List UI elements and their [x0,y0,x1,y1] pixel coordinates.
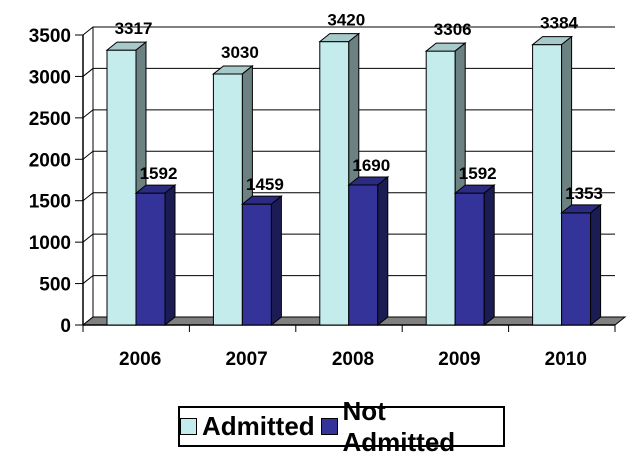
data-label-admitted: 3030 [221,43,259,62]
data-label-admitted: 3306 [434,20,472,39]
chart-container: 0 500 1000 1500 2000 2500 3000 3500 3317 1592 2006… [29,11,627,457]
data-label-admitted: 3317 [115,19,153,38]
gridline [82,26,615,36]
bar-chart: 0 500 1000 1500 2000 2500 3000 3500 3317 1592 2006… [29,11,627,370]
data-label-not-admitted: 1459 [246,175,284,194]
x-category-label: 2010 [545,349,587,370]
chart-legend: Admitted Not Admitted [178,396,505,457]
bar-not-admitted-side [590,203,602,327]
legend-swatch-admitted [180,418,197,435]
bar-not-admitted-front [241,203,272,326]
data-label-not-admitted: 1353 [565,184,603,203]
bar-not-admitted-side [164,184,176,327]
legend-label-admitted: Admitted [202,411,315,441]
x-category-label: 2007 [225,349,267,370]
bar-not-admitted-side [483,184,495,327]
legend-label-not-admitted: Not Admitted [342,395,456,457]
x-category-label: 2006 [119,349,161,370]
bar-not-admitted-front [135,192,166,326]
y-tick-label: 3500 [29,26,71,47]
y-tick-label: 1000 [29,233,71,254]
bar-not-admitted-front [348,184,379,326]
legend-swatch-not-admitted [320,418,338,435]
data-label-admitted: 3420 [327,11,365,30]
data-label-not-admitted: 1592 [459,164,497,183]
x-category-label: 2008 [332,349,374,370]
bar-admitted-front [532,44,563,326]
bar-not-admitted-front [454,192,485,326]
bar-admitted-front [319,41,350,326]
legend-item-admitted: Admitted [180,411,315,442]
y-tick-label: 1500 [29,192,71,213]
bar-not-admitted-side [270,195,282,327]
bar-not-admitted-front [561,212,592,326]
data-label-not-admitted: 1592 [140,164,178,183]
data-label-not-admitted: 1690 [352,156,390,175]
x-category-label: 2009 [438,349,480,370]
data-label-admitted: 3384 [540,14,578,33]
y-tick-label: 500 [39,275,71,296]
y-tick-label: 2000 [29,150,71,171]
y-tick-label: 0 [60,316,71,337]
bar-admitted-front [106,49,137,326]
legend-item-not-admitted: Not Admitted [320,395,503,458]
y-tick-label: 3000 [29,67,71,88]
bar-admitted-front [425,50,456,326]
y-tick-label: 2500 [29,109,71,130]
bar-not-admitted-side [377,175,389,327]
bar-admitted-front [212,73,243,326]
